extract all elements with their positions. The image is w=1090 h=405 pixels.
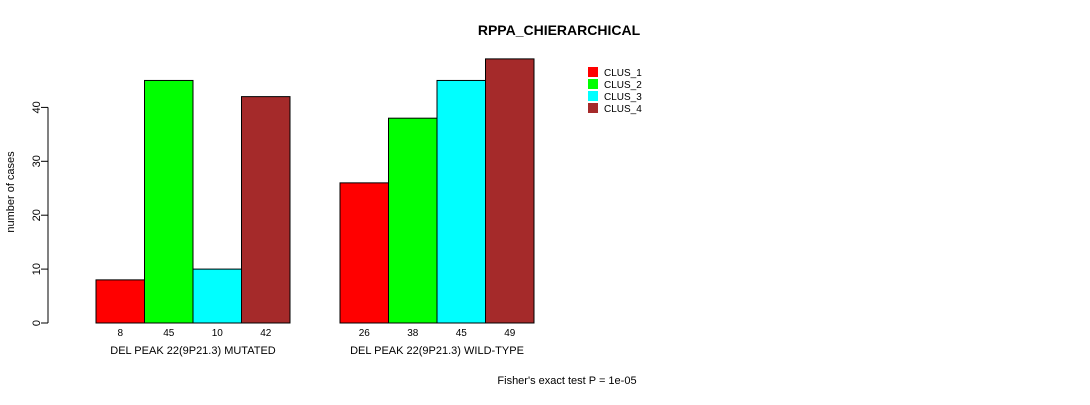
y-tick-label: 10 [31, 263, 43, 275]
bar-value-label: 26 [359, 328, 371, 339]
bar-value-label: 42 [260, 328, 272, 339]
y-axis-label: number of cases [5, 151, 17, 233]
y-tick-label: 20 [31, 209, 43, 221]
bar-clus-2-group-2 [388, 117, 438, 324]
bar-clus-1-group-1 [95, 279, 145, 324]
bars-group [95, 58, 535, 324]
bar-clus-2-group-1 [144, 79, 194, 324]
legend-label: CLUS_2 [604, 80, 642, 91]
y-tick-label: 40 [31, 101, 43, 113]
bar-value-label: 49 [504, 328, 516, 339]
value-labels-group: 8 45 10 42 26 38 45 49 [117, 328, 515, 339]
bar-value-label: 8 [117, 328, 123, 339]
bar-value-label: 38 [407, 328, 419, 339]
bar-value-label: 45 [163, 328, 175, 339]
legend-swatch [588, 67, 598, 77]
legend-label: CLUS_1 [604, 68, 642, 79]
bar-clus-3-group-1 [192, 268, 242, 324]
bar-value-label: 45 [456, 328, 468, 339]
bar-clus-3-group-2 [436, 79, 486, 324]
bar-clus-4-group-2 [485, 58, 535, 324]
bar-clus-1-group-2 [339, 182, 389, 324]
y-axis: 0 10 20 30 40 [31, 101, 49, 326]
legend-label: CLUS_4 [604, 104, 642, 115]
legend-label: CLUS_3 [604, 92, 642, 103]
chart-title: RPPA_CHIERARCHICAL [478, 22, 641, 38]
bar-clus-4-group-1 [241, 96, 291, 324]
bar-value-label: 10 [212, 328, 224, 339]
legend-swatch [588, 103, 598, 113]
category-labels-group: DEL PEAK 22(9P21.3) MUTATED DEL PEAK 22(9… [110, 345, 524, 357]
category-label: DEL PEAK 22(9P21.3) MUTATED [110, 345, 276, 357]
legend-swatch [588, 79, 598, 89]
y-tick-label: 0 [31, 320, 43, 326]
y-tick-label: 30 [31, 155, 43, 167]
legend-swatch [588, 91, 598, 101]
category-label: DEL PEAK 22(9P21.3) WILD-TYPE [350, 345, 524, 357]
fisher-test-annotation: Fisher's exact test P = 1e-05 [497, 375, 636, 387]
